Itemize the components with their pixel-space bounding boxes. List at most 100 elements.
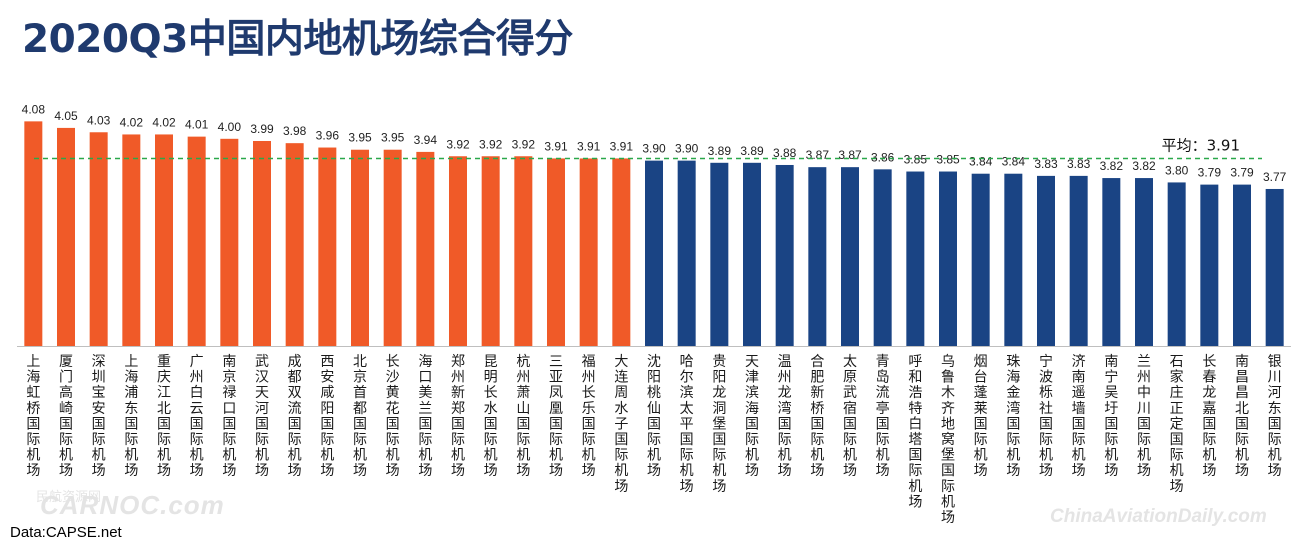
- category-label: 青岛流亭国际机场: [876, 354, 890, 479]
- category-label-char: 机: [908, 479, 922, 495]
- category-label-char: 子: [614, 416, 628, 432]
- category-label-char: 机: [222, 448, 236, 464]
- category-label-char: 京: [222, 370, 236, 386]
- category-label-char: 宿: [843, 400, 857, 417]
- bar: [906, 171, 925, 346]
- category-label-char: 机: [810, 448, 824, 464]
- category-label-char: 美: [418, 385, 432, 401]
- category-label-char: 金: [1006, 385, 1020, 401]
- category-label-char: 际: [418, 432, 432, 448]
- chart-title: 2020Q3中国内地机场综合得分: [22, 17, 573, 62]
- category-label-char: 阳: [320, 401, 334, 417]
- category-label: 上海浦东国际机场: [124, 354, 138, 479]
- category-label-char: 国: [92, 416, 106, 432]
- category-label-char: 连: [614, 370, 628, 386]
- category-label-char: 场: [712, 479, 726, 495]
- category-label-char: 海: [1006, 370, 1020, 386]
- value-label: 3.85: [904, 153, 928, 167]
- category-label-char: 国: [386, 416, 400, 432]
- category-label-char: 武: [843, 385, 857, 401]
- category-label-char: 机: [1104, 448, 1118, 464]
- category-label-char: 国: [59, 416, 73, 432]
- category-label-char: 国: [582, 416, 596, 432]
- category-label-char: 机: [712, 463, 726, 479]
- category-label-char: 际: [1235, 432, 1249, 448]
- bar: [514, 156, 533, 346]
- category-label-char: 厦: [59, 354, 73, 370]
- category-label-char: 场: [843, 463, 857, 479]
- category-label-char: 西: [320, 354, 334, 370]
- category-label-char: 国: [1268, 416, 1282, 432]
- category-label: 成都双流国际机场: [288, 354, 302, 479]
- value-label: 4.02: [152, 115, 176, 129]
- bar: [939, 171, 957, 346]
- category-label-char: 崎: [59, 401, 73, 417]
- category-label-char: 云: [190, 401, 204, 417]
- category-label-char: 温: [778, 354, 792, 370]
- bar: [89, 132, 108, 346]
- category-label-char: 场: [680, 479, 694, 495]
- bar: [1167, 182, 1186, 346]
- category-label-char: 场: [1137, 463, 1151, 479]
- category-label-char: 机: [516, 448, 530, 464]
- category-label: 温州龙湾国际机场: [778, 354, 792, 479]
- category-label-char: 禄: [222, 385, 236, 401]
- category-label-char: 际: [59, 432, 73, 448]
- category-label-char: 际: [1006, 432, 1020, 448]
- category-label-char: 机: [582, 448, 596, 464]
- category-label-char: 国: [255, 416, 269, 432]
- category-label: 沈阳桃仙国际机场: [647, 354, 661, 479]
- category-label-char: 郑: [451, 354, 465, 370]
- category-label-char: 际: [810, 432, 824, 448]
- category-label-char: 台: [974, 370, 988, 386]
- category-label-char: 国: [941, 463, 955, 479]
- value-label: 3.89: [740, 144, 764, 158]
- category-label-char: 都: [353, 401, 367, 417]
- bar: [612, 158, 631, 346]
- category-label-char: 机: [26, 448, 40, 464]
- category-label-char: 际: [876, 432, 890, 448]
- category-label-char: 哈: [680, 354, 694, 370]
- category-label-char: 场: [353, 463, 367, 479]
- bar: [253, 140, 271, 346]
- bar: [1265, 188, 1284, 346]
- bar: [873, 169, 892, 346]
- category-label-char: 新: [451, 385, 465, 401]
- category-label-char: 国: [549, 416, 563, 432]
- category-label: 石家庄正定国际机场: [1170, 354, 1184, 495]
- category-label-char: 机: [418, 448, 432, 464]
- category-label-char: 水: [484, 401, 498, 417]
- bar: [1037, 175, 1055, 346]
- bar: [285, 143, 304, 346]
- category-label-char: 国: [484, 416, 498, 432]
- category-label-char: 国: [974, 416, 988, 432]
- category-label-char: 国: [680, 432, 694, 448]
- category-label-char: 洞: [712, 401, 726, 417]
- category-label-char: 机: [1268, 448, 1282, 464]
- category-label: 天津滨海国际机场: [745, 354, 759, 479]
- value-label: 3.87: [806, 148, 830, 162]
- bar: [710, 162, 729, 346]
- category-label-char: 际: [582, 432, 596, 448]
- bar: [24, 121, 43, 346]
- category-label-char: 机: [1137, 448, 1151, 464]
- category-label-char: 际: [92, 432, 106, 448]
- category-label-char: 特: [908, 401, 922, 417]
- category-label-char: 北: [1235, 401, 1249, 417]
- category-label-char: 机: [1170, 463, 1184, 479]
- category-label-char: 机: [484, 448, 498, 464]
- category-label-char: 昌: [1235, 370, 1249, 386]
- bar: [416, 151, 435, 346]
- category-label-char: 桃: [647, 385, 661, 401]
- value-label: 3.82: [1100, 159, 1124, 173]
- bar: [1069, 175, 1088, 346]
- category-label-char: 安: [92, 401, 106, 417]
- bar: [579, 158, 598, 346]
- category-label-char: 上: [26, 354, 40, 370]
- category-label-char: 国: [745, 416, 759, 432]
- value-label: 3.92: [479, 137, 503, 151]
- category-label-char: 川: [1268, 370, 1282, 386]
- category-label-char: 长: [582, 385, 596, 401]
- category-label-char: 际: [1039, 432, 1053, 448]
- category-label-char: 太: [843, 354, 857, 370]
